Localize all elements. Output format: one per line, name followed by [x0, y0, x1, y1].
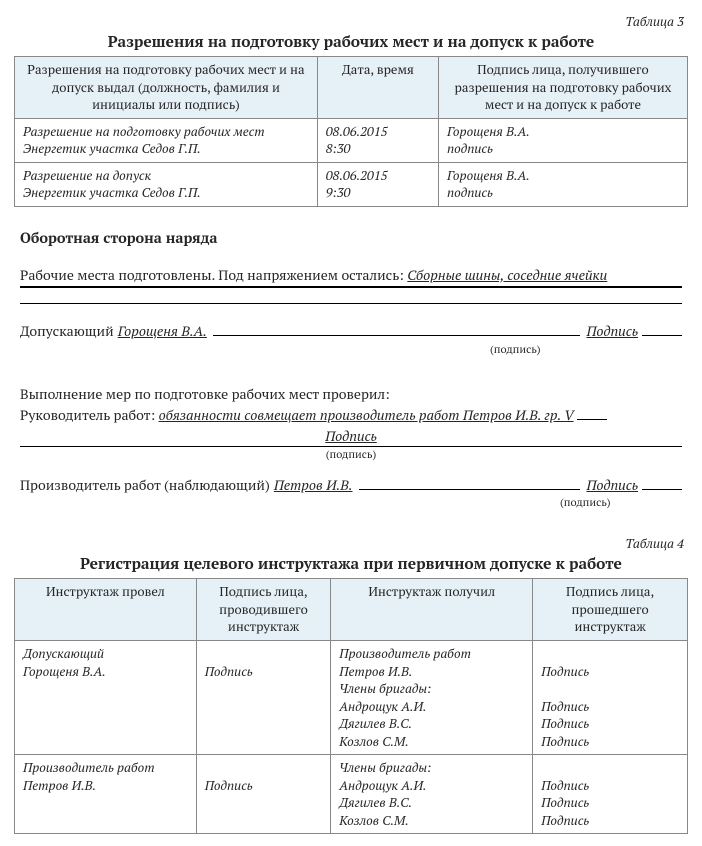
producer-sig: Подпись [586, 476, 638, 495]
producer-name: Петров И.В. [274, 476, 353, 495]
table-row: Разрешение на допускЭнергетик участка Се… [15, 162, 688, 206]
table4-title: Регистрация целевого инструктажа при пер… [14, 554, 688, 574]
cell: 08.06.20158:30 [317, 118, 438, 162]
supervisor-sig: Подпись [325, 427, 377, 446]
cell: 08.06.20159:30 [317, 162, 438, 206]
cell: Горощеня В.А.подпись [438, 162, 687, 206]
cell: Подпись [196, 755, 331, 834]
cell: Разрешение на подготовку рабочих местЭне… [15, 118, 318, 162]
table3-h1: Разрешения на подготовку рабочих мест и … [15, 57, 318, 119]
table3-title: Разрешения на подготовку рабочих мест и … [14, 32, 688, 52]
admitting-label: Допускающий [20, 322, 114, 342]
cell: Подпись [196, 641, 331, 755]
sig-note-1: (подпись) [490, 343, 682, 359]
supervisor-value: обязанности совмещает производитель рабо… [159, 406, 574, 425]
producer-label: Производитель работ (наблюдающий) [20, 476, 270, 495]
prepared-block: Рабочие места подготовлены. Под напряжен… [20, 266, 682, 304]
table3: Разрешения на подготовку рабочих мест и … [14, 56, 688, 207]
cell: Производитель работПетров И.В.Члены бриг… [331, 641, 533, 755]
cell: Подпись ПодписьПодписьПодпись [533, 641, 688, 755]
admitting-row: Допускающий Горощеня В.А. Подпись [20, 322, 682, 342]
table-row: Разрешение на подготовку рабочих местЭне… [15, 118, 688, 162]
table-row: Производитель работПетров И.В. ПодписьЧл… [15, 755, 688, 834]
prepared-text: Рабочие места подготовлены. Под напряжен… [20, 266, 404, 285]
admitting-name: Горощеня В.А. [118, 322, 207, 342]
check-line: Выполнение мер по подготовке рабочих мес… [20, 385, 682, 404]
table4-h1: Инструктаж провел [15, 579, 197, 641]
cell: Производитель работПетров И.В. [15, 755, 197, 834]
cell: ДопускающийГорощеня В.А. [15, 641, 197, 755]
sig-note-2: (подпись) [20, 448, 682, 462]
table3-h2: Дата, время [317, 57, 438, 119]
table-row: ДопускающийГорощеня В.А. ПодписьПроизвод… [15, 641, 688, 755]
cell: Разрешение на допускЭнергетик участка Се… [15, 162, 318, 206]
table4-h3: Инструктаж получил [331, 579, 533, 641]
blank-line [20, 290, 682, 304]
supervisor-label: Руководитель работ: [20, 406, 155, 425]
prepared-value: Сборные шины, соседние ячейки [407, 266, 607, 285]
table4: Инструктаж провел Подпись лица, проводив… [14, 578, 688, 834]
sig-note-3: (подпись) [560, 496, 682, 510]
admitting-sig: Подпись [586, 322, 638, 342]
table4-label: Таблица 4 [14, 534, 684, 552]
producer-row: Производитель работ (наблюдающий) Петров… [20, 476, 682, 495]
back-heading: Оборотная сторона наряда [20, 229, 688, 248]
cell: Члены бригады:Андрощук А.И.Дягилев В.С.К… [331, 755, 533, 834]
cell: Горощеня В.А.подпись [438, 118, 687, 162]
table4-h2: Подпись лица, проводившего инструктаж [196, 579, 331, 641]
cell: ПодписьПодписьПодпись [533, 755, 688, 834]
table3-label: Таблица 3 [14, 12, 684, 30]
table4-h4: Подпись лица, прошедшего инструктаж [533, 579, 688, 641]
table3-h3: Подпись лица, получившего разрешения на … [438, 57, 687, 119]
